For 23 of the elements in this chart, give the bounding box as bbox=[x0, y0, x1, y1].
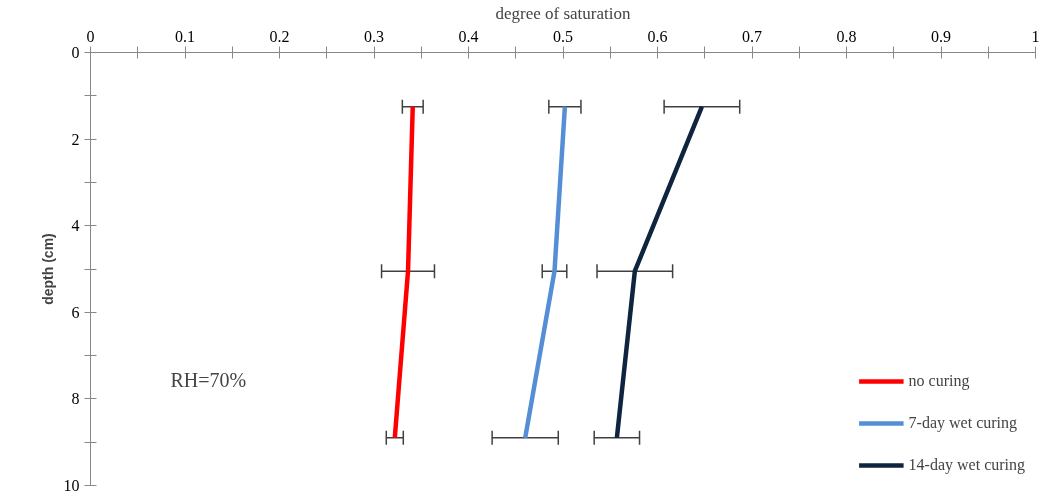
x-tick-label: 0.7 bbox=[742, 27, 762, 45]
x-tick-label: 0.5 bbox=[553, 27, 573, 45]
x-tick-label: 1 bbox=[1031, 27, 1040, 45]
legend-label: 7-day wet curing bbox=[908, 414, 1017, 432]
y-axis-title: depth (cm) bbox=[39, 233, 56, 305]
x-tick-label: 0.4 bbox=[458, 27, 479, 45]
y-tick-label: 6 bbox=[71, 303, 80, 321]
x-tick-label: 0.1 bbox=[175, 27, 195, 45]
annotation: RH=70% bbox=[170, 368, 247, 391]
x-tick-label: 0.3 bbox=[364, 27, 384, 45]
x-tick-label: 0.9 bbox=[931, 27, 951, 45]
x-tick-label: 0.6 bbox=[647, 27, 668, 45]
y-tick-label: 10 bbox=[63, 477, 80, 494]
legend-label: 14-day wet curing bbox=[908, 456, 1025, 474]
y-tick-label: 2 bbox=[71, 130, 80, 148]
legend-label: no curing bbox=[908, 372, 970, 390]
y-tick-label: 4 bbox=[71, 217, 80, 235]
y-tick-label: 8 bbox=[71, 390, 80, 408]
x-tick-label: 0.2 bbox=[269, 27, 290, 45]
x-tick-label: 0.8 bbox=[836, 27, 857, 45]
x-axis-title: degree of saturation bbox=[495, 3, 631, 23]
x-tick-label: 0 bbox=[86, 27, 95, 45]
y-tick-label: 0 bbox=[71, 44, 80, 61]
